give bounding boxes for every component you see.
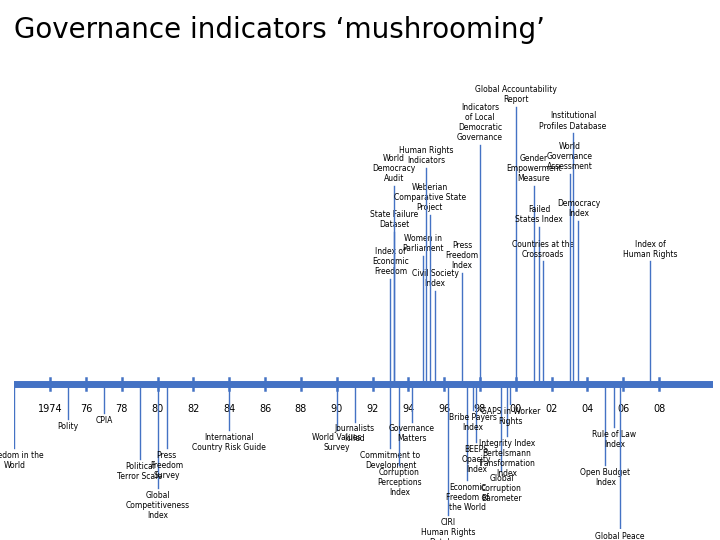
- Text: Press
Freedom
Index: Press Freedom Index: [446, 241, 479, 270]
- Text: CPIA: CPIA: [95, 416, 112, 424]
- Text: Global Accountability
Report: Global Accountability Report: [475, 85, 557, 104]
- Text: Countries at the
Crossroads: Countries at the Crossroads: [512, 240, 574, 259]
- Text: Global
Competitiveness
Index: Global Competitiveness Index: [125, 491, 190, 521]
- Text: 92: 92: [366, 404, 379, 414]
- Text: 80: 80: [151, 404, 163, 414]
- Text: World Values
Survey: World Values Survey: [312, 433, 361, 452]
- Text: Integrity Index
Bertelsmann
Transformation
Index: Integrity Index Bertelsmann Transformati…: [478, 439, 536, 478]
- Text: Economic
Freedom of
the World: Economic Freedom of the World: [446, 483, 489, 512]
- Text: State Failure
Dataset: State Failure Dataset: [370, 211, 418, 229]
- Text: Bribe Payers
Index: Bribe Payers Index: [449, 413, 497, 432]
- Text: 98: 98: [474, 404, 486, 414]
- Text: Democracy
Index: Democracy Index: [557, 199, 600, 218]
- Text: Civil Society
Index: Civil Society Index: [412, 268, 459, 288]
- Text: 08: 08: [653, 404, 665, 414]
- Text: 96: 96: [438, 404, 450, 414]
- Text: World
Governance
Assessment: World Governance Assessment: [546, 142, 593, 171]
- Text: Commitment to
Development: Commitment to Development: [361, 450, 420, 470]
- Text: Rule of Law
Index: Rule of Law Index: [593, 430, 636, 449]
- Text: Institutional
Profiles Database: Institutional Profiles Database: [539, 111, 607, 131]
- Text: Weberian
Comparative State
Project: Weberian Comparative State Project: [394, 183, 466, 212]
- Text: Index of
Human Rights: Index of Human Rights: [623, 240, 678, 259]
- Text: 06: 06: [617, 404, 629, 414]
- Text: Global Peace
Index
Governance
and
Democracy
Processes: Global Peace Index Governance and Democr…: [595, 532, 644, 540]
- Text: 76: 76: [80, 404, 92, 414]
- Text: Index of
Economic
Freedom: Index of Economic Freedom: [372, 247, 409, 276]
- Text: Governance indicators ‘mushrooming’: Governance indicators ‘mushrooming’: [14, 16, 546, 44]
- Text: Indicators
of Local
Democratic
Governance: Indicators of Local Democratic Governanc…: [457, 103, 503, 142]
- Text: Journalists
killed: Journalists killed: [335, 424, 374, 443]
- Text: CIRI
Human Rights
Database
Index of
Democracy: CIRI Human Rights Database Index of Demo…: [420, 517, 475, 540]
- Text: Corruption
Perceptions
Index: Corruption Perceptions Index: [377, 468, 422, 497]
- Text: 84: 84: [223, 404, 235, 414]
- Text: Failed
States Index: Failed States Index: [516, 205, 563, 224]
- Text: Polity: Polity: [58, 422, 78, 430]
- Text: Governance
Matters: Governance Matters: [389, 424, 435, 443]
- Text: Press
Freedom
Survey: Press Freedom Survey: [150, 450, 183, 480]
- Text: 02: 02: [546, 404, 558, 414]
- Text: Open Budget
Index: Open Budget Index: [580, 468, 631, 487]
- Text: BEEPS
Opacity
Index: BEEPS Opacity Index: [462, 445, 491, 474]
- Text: International
Country Risk Guide: International Country Risk Guide: [192, 433, 266, 452]
- Text: 82: 82: [187, 404, 199, 414]
- Text: 90: 90: [330, 404, 343, 414]
- Text: 00: 00: [510, 404, 522, 414]
- Text: 86: 86: [259, 404, 271, 414]
- Text: 1974: 1974: [38, 404, 63, 414]
- Text: 88: 88: [294, 404, 307, 414]
- Text: Human Rights
Indicators: Human Rights Indicators: [399, 146, 454, 165]
- Text: Women in
Parliament: Women in Parliament: [402, 234, 444, 253]
- Text: World
Democracy
Audit: World Democracy Audit: [372, 154, 415, 183]
- Text: Gender
Empowerment
Measure: Gender Empowerment Measure: [506, 154, 562, 183]
- Text: 78: 78: [116, 404, 128, 414]
- Text: GAPS in Worker
Rights: GAPS in Worker Rights: [481, 407, 540, 426]
- Text: 94: 94: [402, 404, 415, 414]
- Text: Global
Corruption
Barometer: Global Corruption Barometer: [481, 474, 522, 503]
- Text: Freedom in the
World: Freedom in the World: [0, 450, 43, 470]
- Text: 04: 04: [581, 404, 593, 414]
- Text: Political
Terror Scale: Political Terror Scale: [117, 462, 162, 481]
